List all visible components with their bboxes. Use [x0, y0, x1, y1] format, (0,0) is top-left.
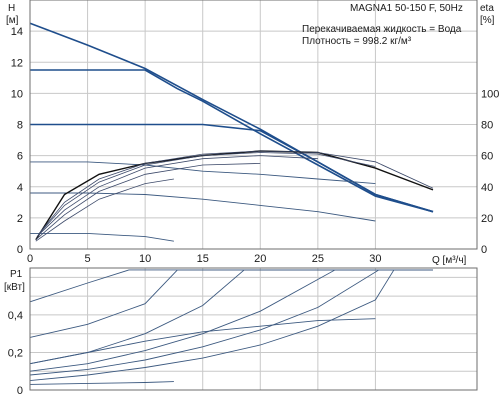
bottom-y-axis-unit: [кВт]: [4, 282, 25, 293]
bottom-y-axis-label: P1: [10, 269, 23, 280]
fluid-annotation: Перекачиваемая жидкость = Вода: [302, 24, 462, 35]
top-x-axis-label: Q [м³/ч]: [432, 255, 467, 266]
top-y2-tick-label: 80: [481, 120, 493, 132]
power-curve: [29, 269, 433, 376]
head-curve: [30, 192, 376, 222]
top-y-tick-label: 6: [17, 151, 23, 163]
efficiency-curve: [38, 150, 434, 234]
top-y2-tick-label: 100: [481, 88, 499, 100]
top-y-tick-label: 4: [17, 182, 23, 194]
efficiency-curve: [36, 155, 318, 237]
power-curve: [29, 381, 174, 385]
top-y-axis-label: H: [8, 3, 15, 14]
power-curve: [29, 269, 433, 338]
head-curve: [30, 69, 434, 213]
head-curve: [30, 232, 174, 242]
top-y2-tick-label: 40: [481, 182, 493, 194]
top-x-tick-label: 15: [197, 253, 209, 265]
density-annotation: Плотность = 998.2 кг/м³: [302, 36, 412, 47]
top-tick-labels: 0 5 10 15 20 25 30 0 2 4 6 8 10 12 14 0 20 40 60 80 100: [11, 26, 500, 265]
top-plot-frame: [29, 0, 478, 250]
top-x-tick-label: 5: [85, 253, 91, 265]
top-y2-tick-label: 0: [481, 244, 487, 256]
bottom-y-tick-label: 0: [17, 385, 23, 397]
bottom-y-tick-label: 0,2: [8, 347, 23, 359]
top-y-tick-label: 12: [11, 57, 23, 69]
top-y-tick-label: 2: [17, 213, 23, 225]
head-curve: [30, 123, 434, 213]
top-y2-tick-label: 60: [481, 151, 493, 163]
bottom-gridlines: [29, 268, 477, 390]
efficiency-curve: [35, 163, 261, 241]
power-curve: [29, 318, 376, 365]
bottom-tick-labels: 0 0,2 0,4: [8, 310, 23, 397]
power-curve: [29, 269, 433, 372]
bottom-curves: [29, 269, 433, 385]
efficiency-curve: [35, 178, 174, 242]
top-y2-tick-label: 20: [481, 213, 493, 225]
top-x-tick-label: 25: [312, 253, 324, 265]
top-x-tick-label: 10: [139, 253, 151, 265]
bottom-plot-frame: [29, 267, 478, 391]
top-x-tick-label: 30: [369, 253, 381, 265]
top-y2-axis-label: eta: [480, 3, 494, 14]
top-y-axis-unit: [м]: [6, 15, 19, 26]
top-y-tick-label: 10: [11, 88, 23, 100]
top-x-tick-label: 20: [254, 253, 266, 265]
bottom-y-tick-label: 0,4: [8, 310, 23, 322]
power-curve: [29, 269, 433, 365]
top-y-tick-label: 8: [17, 120, 23, 132]
head-curve: [30, 161, 376, 185]
power-curve: [29, 269, 433, 382]
top-curves: [29, 22, 434, 242]
power-curve: [29, 269, 433, 303]
chart-title: MAGNA1 50-150 F, 50Hz: [350, 3, 463, 14]
top-y-tick-label: 14: [11, 26, 23, 38]
top-y-tick-label: 0: [17, 244, 23, 256]
top-x-tick-label: 0: [27, 253, 33, 265]
top-y2-axis-unit: [%]: [480, 15, 495, 26]
efficiency-curve: [37, 152, 376, 236]
